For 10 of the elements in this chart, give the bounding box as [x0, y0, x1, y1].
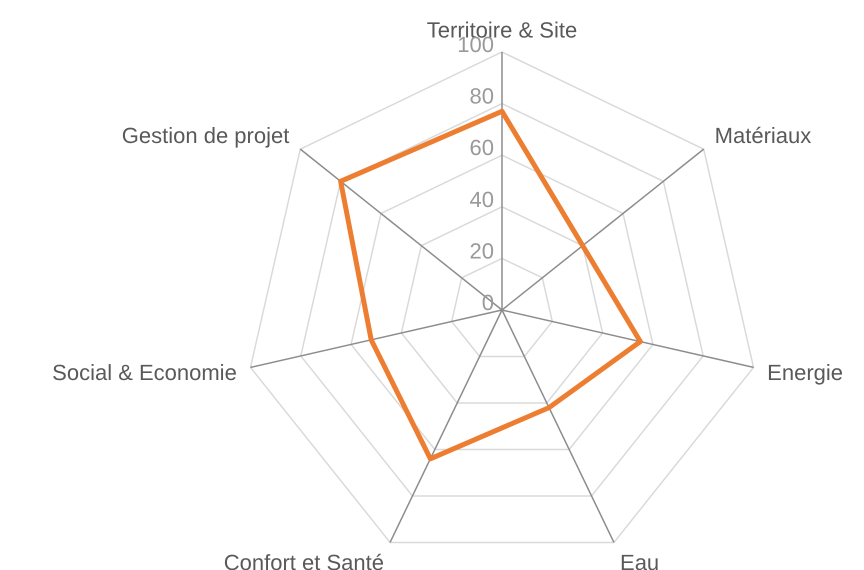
- y-tick-label: 40: [470, 186, 494, 212]
- spoke-label: Gestion de projet: [122, 122, 290, 148]
- y-tick-label: 20: [470, 238, 494, 264]
- spoke-label: Confort et Santé: [224, 550, 384, 570]
- spoke-label: Eau: [620, 550, 660, 570]
- y-tick-label: 60: [470, 135, 494, 160]
- spoke-label: Social & Economie: [52, 360, 237, 385]
- spoke-label: Matériaux: [714, 122, 812, 148]
- spoke-label: Energie: [767, 360, 844, 385]
- y-tick-label: 80: [470, 84, 494, 109]
